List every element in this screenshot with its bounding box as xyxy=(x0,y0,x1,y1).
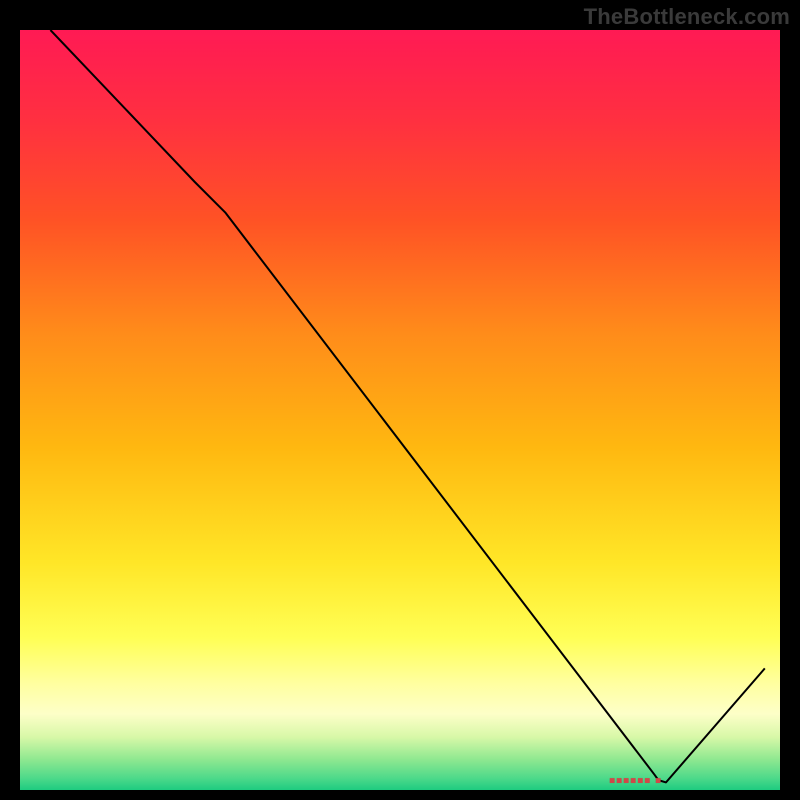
chart-container: ■■■■■■ ■ xyxy=(20,30,780,790)
chart-svg xyxy=(20,30,780,790)
watermark-text: TheBottleneck.com xyxy=(584,4,790,30)
gradient-background xyxy=(20,30,780,790)
line-marker-label: ■■■■■■ ■ xyxy=(609,775,662,786)
